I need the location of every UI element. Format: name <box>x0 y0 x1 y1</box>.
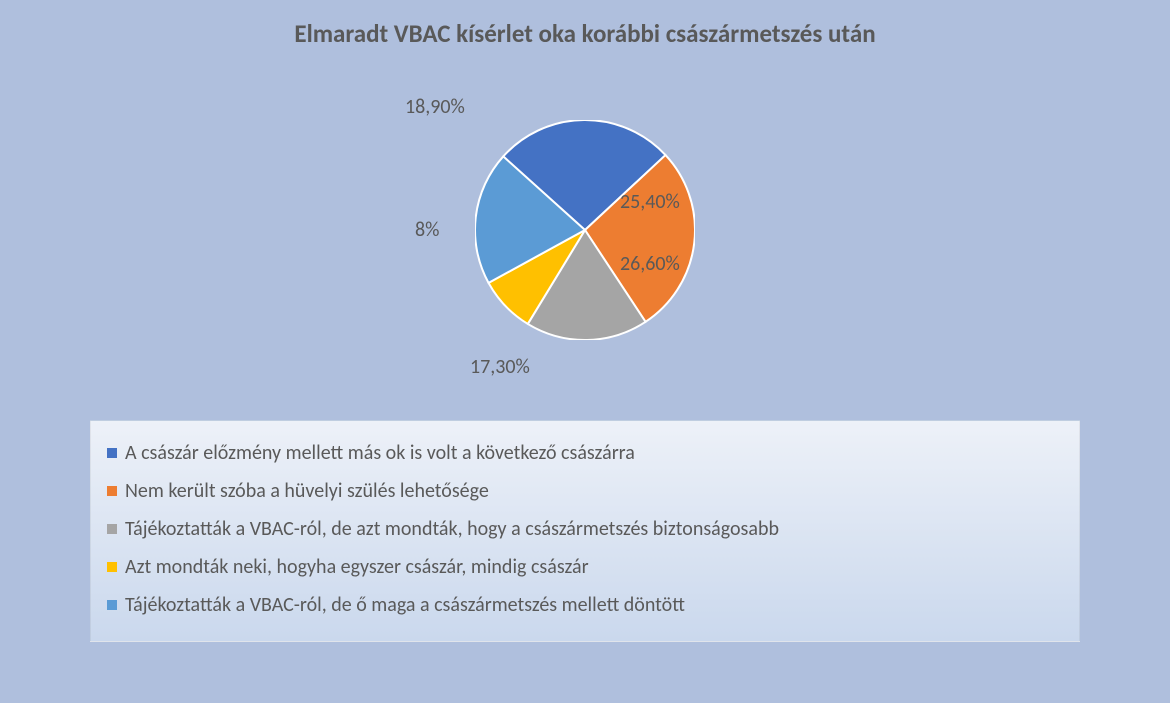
pie-chart-panel: Elmaradt VBAC kísérlet oka korábbi csász… <box>0 0 1170 703</box>
legend-item: A császár előzmény mellett más ok is vol… <box>107 441 1063 465</box>
legend-item: Tájékoztatták a VBAC-ról, de azt mondták… <box>107 517 1063 541</box>
legend-swatch <box>107 600 117 610</box>
slice-data-label: 26,60% <box>620 252 680 276</box>
legend-item: Azt mondták neki, hogyha egyszer császár… <box>107 555 1063 579</box>
legend-item: Tájékoztatták a VBAC-ról, de ő maga a cs… <box>107 593 1063 617</box>
slice-data-label: 17,30% <box>470 355 530 379</box>
pie-svg <box>475 120 695 340</box>
chart-title: Elmaradt VBAC kísérlet oka korábbi csász… <box>0 18 1170 49</box>
pie-container <box>0 120 1170 340</box>
legend-item: Nem került szóba a hüvelyi szülés lehető… <box>107 479 1063 503</box>
legend-label: Azt mondták neki, hogyha egyszer császár… <box>125 555 589 579</box>
legend-swatch <box>107 448 117 458</box>
slice-data-label: 18,90% <box>405 95 465 119</box>
legend-label: Tájékoztatták a VBAC-ról, de azt mondták… <box>125 517 779 541</box>
legend-swatch <box>107 524 117 534</box>
legend-swatch <box>107 486 117 496</box>
slice-data-label: 8% <box>415 218 439 242</box>
legend-label: A császár előzmény mellett más ok is vol… <box>125 441 635 465</box>
slice-data-label: 25,40% <box>620 190 680 214</box>
legend-box: A császár előzmény mellett más ok is vol… <box>90 420 1080 642</box>
legend-label: Nem került szóba a hüvelyi szülés lehető… <box>125 479 489 503</box>
legend-label: Tájékoztatták a VBAC-ról, de ő maga a cs… <box>125 593 685 617</box>
legend-swatch <box>107 562 117 572</box>
